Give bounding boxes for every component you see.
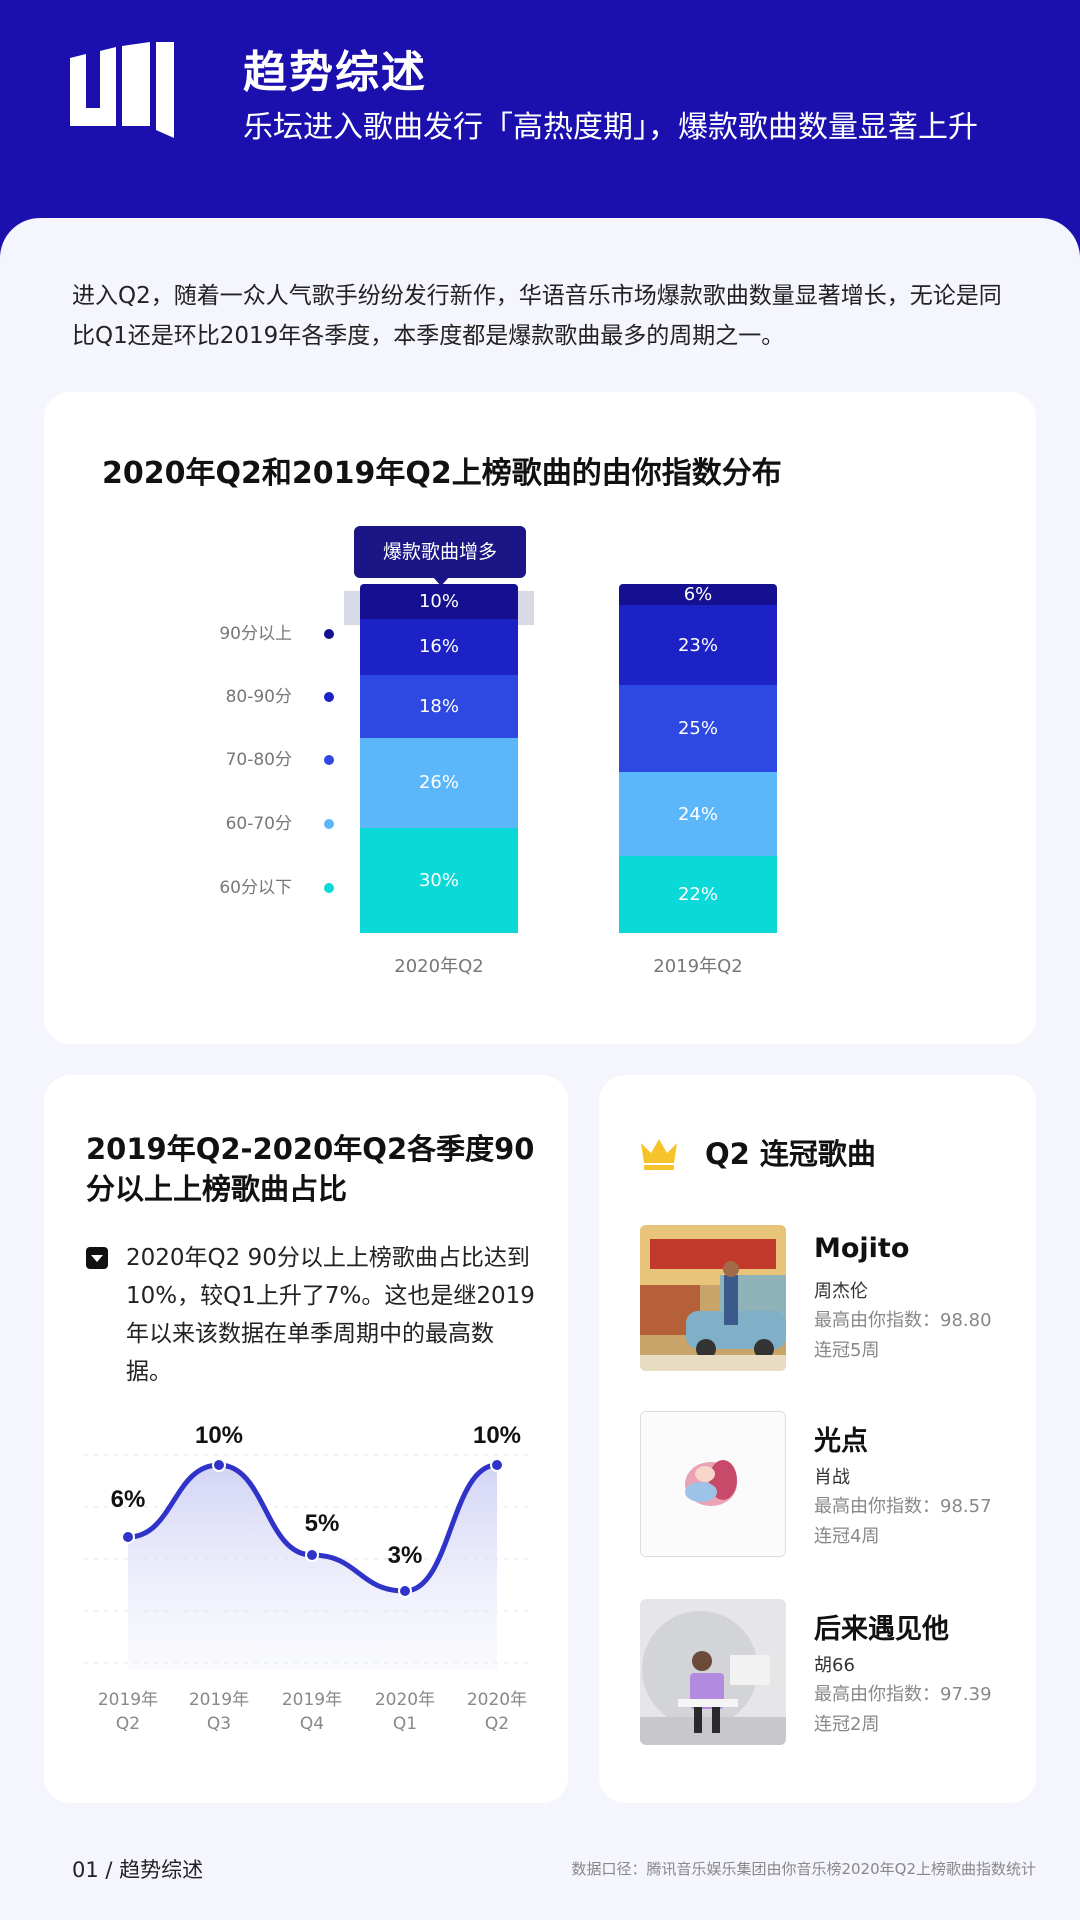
x-tick-label: Q4 <box>300 1714 324 1734</box>
callout-badge: 爆款歌曲增多 <box>354 526 526 578</box>
song-title: Mojito <box>814 1233 910 1264</box>
uni-logo-icon <box>70 42 174 138</box>
legend-label: 60-70分 <box>225 814 292 834</box>
song-item[interactable]: 光点 肖战 最高由你指数：98.57 连冠4周 <box>640 1411 1020 1557</box>
song-index: 最高由你指数：98.80 <box>814 1310 992 1331</box>
bar-segment: 10% <box>360 584 518 619</box>
data-source-note: 数据口径：腾讯音乐娱乐集团由你音乐榜2020年Q2上榜歌曲指数统计 <box>571 1860 1036 1878</box>
champion-songs-title: Q2 连冠歌曲 <box>705 1137 876 1171</box>
champion-songs-card: Q2 连冠歌曲 Mojito 周杰伦 最高由你指数：98.80 连冠5周 <box>599 1075 1036 1803</box>
song-artist: 周杰伦 <box>814 1281 868 1302</box>
trend-chart-title: 2019年Q2-2020年Q2各季度90分以上上榜歌曲占比 <box>86 1132 535 1206</box>
legend-swatch <box>324 883 334 893</box>
bar-segment: 18% <box>360 674 518 738</box>
houlai-cover <box>640 1599 786 1745</box>
x-tick-label: Q2 <box>116 1714 140 1734</box>
bar-segment: 24% <box>619 772 777 857</box>
x-tick-label: 2020年 <box>375 1690 435 1710</box>
data-label: 6% <box>111 1486 146 1513</box>
legend-swatch <box>324 629 334 639</box>
line-chart: 6% 10% 5% 3% 10% 2019年 Q2 2019年 Q3 2019年 Q4 2020年 Q1… <box>84 1422 528 1734</box>
song-weeks: 连冠2周 <box>814 1714 880 1735</box>
legend-item: 80-90分 <box>134 685 334 709</box>
legend-label: 90分以上 <box>219 624 292 644</box>
trend-note: 2020年Q2 90分以上上榜歌曲占比达到10%，较Q1上升了7%。这也是继20… <box>126 1245 535 1385</box>
bar-segment: 16% <box>360 618 518 675</box>
crown-icon <box>641 1139 677 1170</box>
bar-segment: 26% <box>360 737 518 829</box>
data-point <box>305 1548 319 1562</box>
legend-swatch <box>324 755 334 765</box>
song-item[interactable]: Mojito 周杰伦 最高由你指数：98.80 连冠5周 <box>640 1225 1020 1371</box>
song-index: 最高由你指数：98.57 <box>814 1496 992 1517</box>
data-point <box>398 1584 412 1598</box>
legend-swatch <box>324 692 334 702</box>
legend-label: 80-90分 <box>225 687 292 707</box>
legend-item: 70-80分 <box>134 748 334 772</box>
page-subtitle: 乐坛进入歌曲发行「高热度期」，爆款歌曲数量显著上升 <box>243 110 978 145</box>
distribution-chart-title: 2020年Q2和2019年Q2上榜歌曲的由你指数分布 <box>102 456 782 491</box>
song-artist: 胡66 <box>814 1655 855 1676</box>
guangdian-cover <box>640 1411 786 1557</box>
data-point <box>121 1530 135 1544</box>
category-label: 2020年Q2 <box>394 956 484 977</box>
song-title: 光点 <box>814 1426 868 1457</box>
bar-segment: 22% <box>619 856 777 933</box>
trend-chart-card: 2019年Q2-2020年Q2各季度90分以上上榜歌曲占比 2020年Q2 90… <box>44 1075 568 1803</box>
page-indicator: 01 / 趋势综述 <box>72 1858 204 1882</box>
legend-label: 60分以下 <box>219 878 292 898</box>
legend-swatch <box>324 819 334 829</box>
x-tick-label: 2019年 <box>189 1690 249 1710</box>
bar-segment: 30% <box>360 828 518 933</box>
song-index: 最高由你指数：97.39 <box>814 1684 992 1705</box>
page-title: 趋势综述 <box>243 47 427 98</box>
legend-label: 70-80分 <box>225 750 292 770</box>
data-label: 5% <box>305 1510 340 1537</box>
data-point <box>212 1458 226 1472</box>
line-area <box>128 1465 497 1670</box>
data-label: 3% <box>388 1542 423 1569</box>
bar-segment: 23% <box>619 604 777 686</box>
bar-segment: 25% <box>619 685 777 773</box>
x-tick-label: Q1 <box>393 1714 417 1734</box>
x-tick-label: Q3 <box>207 1714 231 1734</box>
x-tick-label: Q2 <box>485 1714 509 1734</box>
song-weeks: 连冠5周 <box>814 1340 880 1361</box>
x-tick-label: 2020年 <box>467 1690 527 1710</box>
x-tick-label: 2019年 <box>98 1690 158 1710</box>
song-title: 后来遇见他 <box>814 1614 949 1645</box>
intro-text: 进入Q2，随着一众人气歌手纷纷发行新作，华语音乐市场爆款歌曲数量显著增长，无论是… <box>72 283 1002 349</box>
header: 趋势综述 乐坛进入歌曲发行「高热度期」，爆款歌曲数量显著上升 <box>0 0 1080 230</box>
x-tick-label: 2019年 <box>282 1690 342 1710</box>
legend-item: 60分以下 <box>134 876 334 900</box>
data-point <box>490 1458 504 1472</box>
distribution-chart-card: 2020年Q2和2019年Q2上榜歌曲的由你指数分布 爆款歌曲增多 90分以上 8… <box>44 392 1036 1044</box>
data-label: 10% <box>195 1422 243 1449</box>
bar-segment: 6% <box>619 584 777 605</box>
callout-pointer <box>433 577 449 586</box>
dropdown-note-icon <box>86 1247 108 1269</box>
song-item[interactable]: 后来遇见他 胡66 最高由你指数：97.39 连冠2周 <box>640 1599 1020 1745</box>
mojito-cover <box>640 1225 786 1371</box>
song-weeks: 连冠4周 <box>814 1526 880 1547</box>
song-artist: 肖战 <box>814 1467 850 1488</box>
legend-item: 60-70分 <box>134 812 334 836</box>
legend-item: 90分以上 <box>134 622 334 646</box>
category-label: 2019年Q2 <box>653 956 743 977</box>
data-label: 10% <box>473 1422 521 1449</box>
